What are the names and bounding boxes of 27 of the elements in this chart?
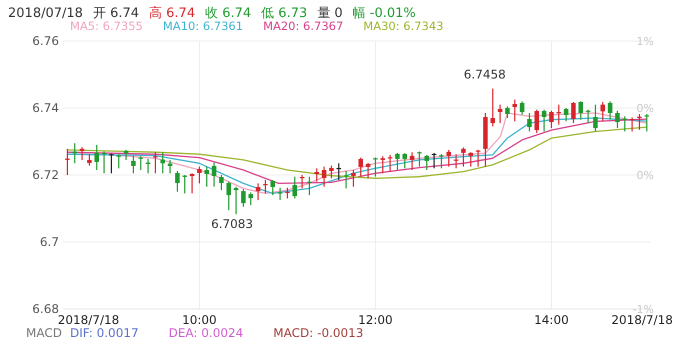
annotation: 6.7083 xyxy=(211,217,254,232)
annotation: MACD: -0.0013 xyxy=(273,326,364,340)
annotation: 幅 -0.01% xyxy=(352,6,416,21)
y-tick-label: 6.72 xyxy=(32,168,59,182)
annotation: MACD xyxy=(26,326,62,340)
annotation: DEA: 0.0024 xyxy=(168,326,244,340)
y-tick-label: 6.74 xyxy=(32,101,59,115)
x-tick-label: 14:00 xyxy=(534,313,569,327)
legend: MA5: 6.7355 xyxy=(70,19,143,33)
annotation: 高 6.74 xyxy=(149,6,196,21)
annotation: 开 6.74 xyxy=(92,6,140,21)
x-tick-label: 2018/7/18 xyxy=(58,313,120,327)
annotation: 量 0 xyxy=(317,6,343,21)
legend: MA20: 6.7367 xyxy=(263,19,344,33)
annotation: 6.7458 xyxy=(464,68,506,82)
x-tick-label: 12:00 xyxy=(358,313,393,327)
x-tick-label: 2018/7/18 xyxy=(611,313,673,327)
y-tick-label: 6.68 xyxy=(32,302,59,316)
annotation: 低 6.73 xyxy=(261,6,308,21)
annotation: 收 6.74 xyxy=(205,6,252,21)
legend: MA30: 6.7343 xyxy=(363,19,444,33)
annotation: 2018/07/18 xyxy=(8,6,83,21)
y-tick-label: 6.7 xyxy=(40,235,59,249)
annotation: DIF: 0.0017 xyxy=(70,326,139,340)
x-tick-label: 10:00 xyxy=(182,313,217,327)
legend: MA10: 6.7361 xyxy=(162,19,244,33)
y-tick-label: 6.76 xyxy=(32,34,59,48)
